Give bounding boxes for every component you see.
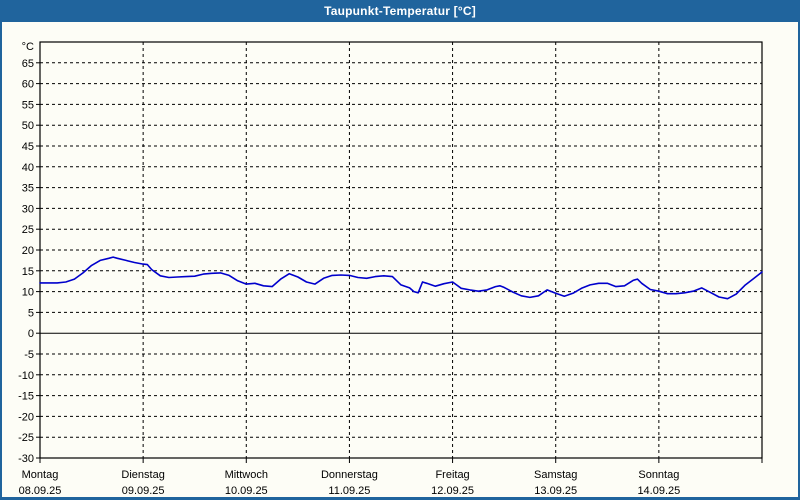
window-border-bottom bbox=[0, 497, 800, 500]
chart-area: 65 60 55 50 45 40 35 30 25 20 15 10 5 0 -5 -10 -15 -20 -25… bbox=[2, 22, 798, 497]
x-date-label: 12.09.25 bbox=[431, 485, 474, 497]
dewpoint-line-chart: 65605550454035302520151050-5-10-15-20-25… bbox=[18, 41, 763, 497]
y-axis-unit-label: °C bbox=[22, 41, 34, 53]
y-tick-label: 15 bbox=[22, 266, 34, 278]
y-tick-label: -15 bbox=[18, 391, 34, 403]
y-tick-label: 10 bbox=[22, 287, 34, 299]
x-day-label: Freitag bbox=[435, 469, 469, 481]
window-titlebar[interactable]: Taupunkt-Temperatur [°C] bbox=[0, 0, 800, 22]
x-date-label: 13.09.25 bbox=[534, 485, 577, 497]
window-title: Taupunkt-Temperatur [°C] bbox=[324, 4, 476, 18]
y-tick-label: -25 bbox=[18, 432, 34, 444]
x-day-label: Sonntag bbox=[638, 469, 679, 481]
x-axis: Montag 08.09.25 Dienstag 09.09.25 Mittwoch 10… bbox=[19, 458, 763, 497]
y-tick-label: -10 bbox=[18, 370, 34, 382]
x-date-label: 10.09.25 bbox=[225, 485, 268, 497]
y-tick-label: -20 bbox=[18, 411, 34, 423]
y-tick-label: 0 bbox=[28, 328, 34, 340]
x-day-label: Dienstag bbox=[121, 469, 164, 481]
y-tick-label: 35 bbox=[22, 183, 34, 195]
y-tick-label: 65 bbox=[22, 58, 34, 70]
y-tick-label: 5 bbox=[28, 307, 34, 319]
y-tick-label: 25 bbox=[22, 224, 34, 236]
y-tick-label: -5 bbox=[24, 349, 34, 361]
x-day-label: Donnerstag bbox=[321, 469, 378, 481]
y-tick-label: 20 bbox=[22, 245, 34, 257]
y-axis: 65605550454035302520151050-5-10-15-20-25… bbox=[18, 41, 40, 465]
x-day-label: Montag bbox=[22, 469, 59, 481]
dewpoint-series-line bbox=[39, 256, 763, 300]
x-day-label: Samstag bbox=[534, 469, 577, 481]
y-tick-label: 60 bbox=[22, 79, 34, 91]
y-tick-label: 30 bbox=[22, 203, 34, 215]
y-tick-label: 40 bbox=[22, 162, 34, 174]
y-tick-label: -30 bbox=[18, 453, 34, 465]
window-border-right bbox=[798, 22, 800, 500]
window-border-left bbox=[0, 22, 2, 500]
y-tick-label: 45 bbox=[22, 141, 34, 153]
x-date-label: 08.09.25 bbox=[19, 485, 62, 497]
x-day-label: Mittwoch bbox=[225, 469, 268, 481]
x-date-label: 14.09.25 bbox=[637, 485, 680, 497]
x-date-label: 11.09.25 bbox=[328, 485, 370, 497]
y-tick-label: 55 bbox=[22, 99, 34, 111]
y-tick-label: 50 bbox=[22, 120, 34, 132]
gridlines bbox=[40, 42, 762, 458]
x-date-label: 09.09.25 bbox=[122, 485, 165, 497]
